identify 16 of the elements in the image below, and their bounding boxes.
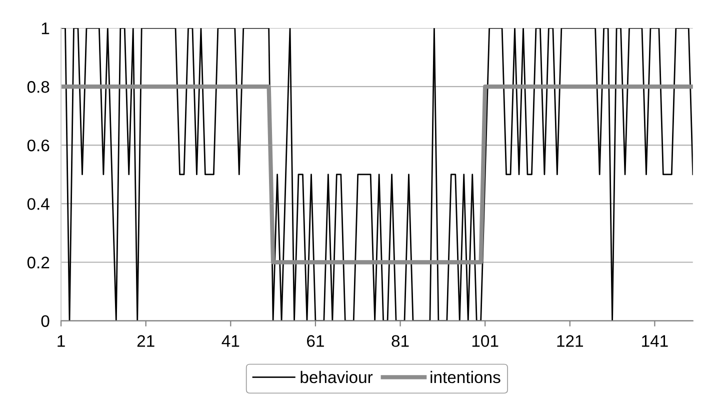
y-tick-label: 0.6 — [27, 140, 50, 152]
legend-label: intentions — [430, 370, 500, 384]
x-tick-label: 141 — [642, 335, 668, 347]
y-tick-label: 1 — [42, 22, 50, 34]
x-tick-label: 101 — [472, 335, 498, 347]
x-tick-label: 81 — [392, 335, 409, 347]
x-tick-label: 21 — [137, 335, 154, 347]
x-tick-label: 1 — [58, 335, 65, 347]
y-tick-label: 0.4 — [27, 198, 50, 210]
x-tick-label: 121 — [557, 335, 583, 347]
legend-label: behaviour — [300, 370, 373, 384]
y-tick-label: 0.2 — [27, 256, 50, 268]
x-tick-label: 41 — [222, 335, 240, 347]
x-tick-label: 61 — [307, 335, 324, 347]
y-tick-label: 0.8 — [27, 81, 50, 93]
y-tick-label: 0 — [41, 315, 50, 328]
